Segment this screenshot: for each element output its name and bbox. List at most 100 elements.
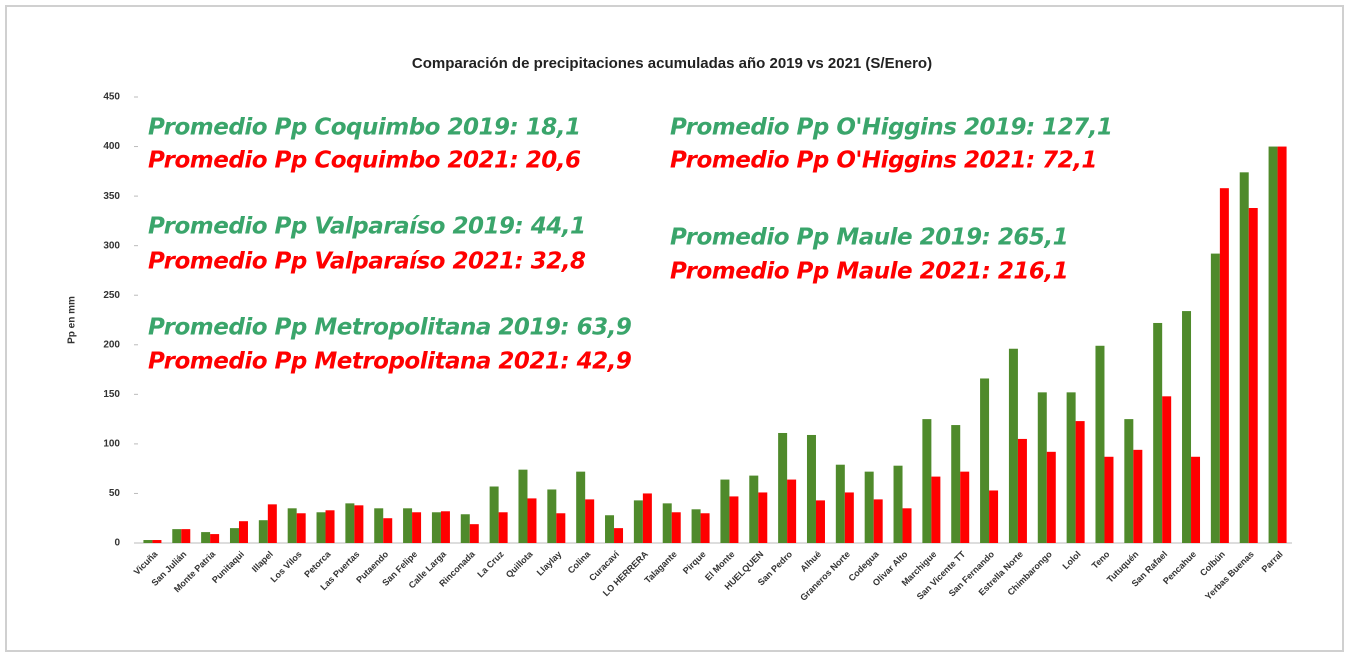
annotation: Promedio Pp Maule 2019: 265,1 [670,225,1068,251]
bar [1124,419,1134,543]
bar [1075,421,1085,543]
bar [1153,322,1163,543]
annotation: Promedio Pp Valparaíso 2019: 44,1 [148,214,585,240]
chart-title: Comparación de precipitaciones acumulada… [412,55,932,72]
bar [633,500,643,543]
bar [1191,456,1201,543]
annotation: Promedio Pp Coquimbo 2021: 20,6 [148,148,581,174]
y-tick-label: 300 [103,240,120,251]
bar [181,529,191,543]
annotation: Promedio Pp Maule 2021: 216,1 [670,259,1068,285]
y-axis-label: Pp en mm [67,296,78,344]
bar [729,496,739,543]
bar [576,471,586,543]
bar [1239,172,1249,543]
bar [1182,311,1192,543]
bar [844,492,854,543]
bar [922,419,932,543]
bar [431,512,441,543]
bar [749,475,759,543]
y-tick-label: 350 [103,191,120,202]
bar [1162,396,1172,543]
bar [873,499,883,543]
bar [931,476,941,543]
y-tick-label: 200 [103,339,120,350]
bar [1268,146,1278,544]
bar [143,540,153,543]
bar [1017,438,1027,543]
bar [412,512,422,543]
bar [1277,146,1287,544]
bar [469,524,479,543]
bar [1095,345,1105,543]
annotation: Promedio Pp O'Higgins 2019: 127,1 [670,115,1112,141]
bar [345,503,355,543]
y-tick-label: 100 [103,439,120,450]
bar [893,465,903,543]
annotation: Promedio Pp Metropolitana 2019: 63,9 [148,315,631,341]
bar [980,378,990,543]
annotation: Promedio Pp Coquimbo 2019: 18,1 [148,115,580,141]
y-tick-label: 50 [109,488,121,499]
bar [758,492,768,543]
bar [460,514,470,543]
y-tick-label: 150 [103,389,120,400]
bar [1248,208,1258,543]
bar [960,471,970,543]
bar [902,508,912,543]
bar [403,508,413,543]
bar [671,512,681,543]
bar [267,504,277,543]
bar [325,510,335,543]
bar [316,512,326,543]
y-tick-label: 250 [103,290,120,301]
bar [229,528,239,543]
bar [700,513,710,543]
bar [498,512,508,543]
bar [556,513,566,543]
annotation: Promedio Pp Valparaíso 2021: 32,8 [148,249,586,275]
annotation: Promedio Pp O'Higgins 2021: 72,1 [670,148,1097,174]
bar [201,532,211,543]
bar [383,518,393,543]
bar [1046,451,1056,543]
bar [835,464,845,543]
bar [1210,253,1220,543]
y-tick-label: 450 [103,92,120,103]
bar [864,471,874,543]
bar [1104,456,1114,543]
bar [642,493,652,543]
bar [1133,449,1143,543]
bar [296,513,306,543]
y-tick-label: 0 [114,538,120,549]
bar [440,511,450,543]
y-tick-label: 400 [103,141,120,152]
bar [258,520,268,543]
bar [1008,348,1018,543]
bar [547,489,557,543]
bar [585,499,595,543]
bar [152,540,162,543]
bar [806,434,816,543]
bar [815,500,825,543]
bar [605,515,615,543]
bar [210,534,220,543]
bar [720,479,730,543]
bar [1219,188,1229,543]
bar [951,425,961,543]
bar [518,469,528,543]
bar [1037,392,1047,543]
bar [287,508,297,543]
bar [662,503,672,543]
bar [354,505,364,543]
bar [238,521,248,543]
bar [1066,392,1076,543]
bar [989,490,999,543]
bar [489,486,499,543]
bar [172,529,182,543]
bar [614,528,624,543]
bar [787,479,797,543]
bar [527,498,537,543]
